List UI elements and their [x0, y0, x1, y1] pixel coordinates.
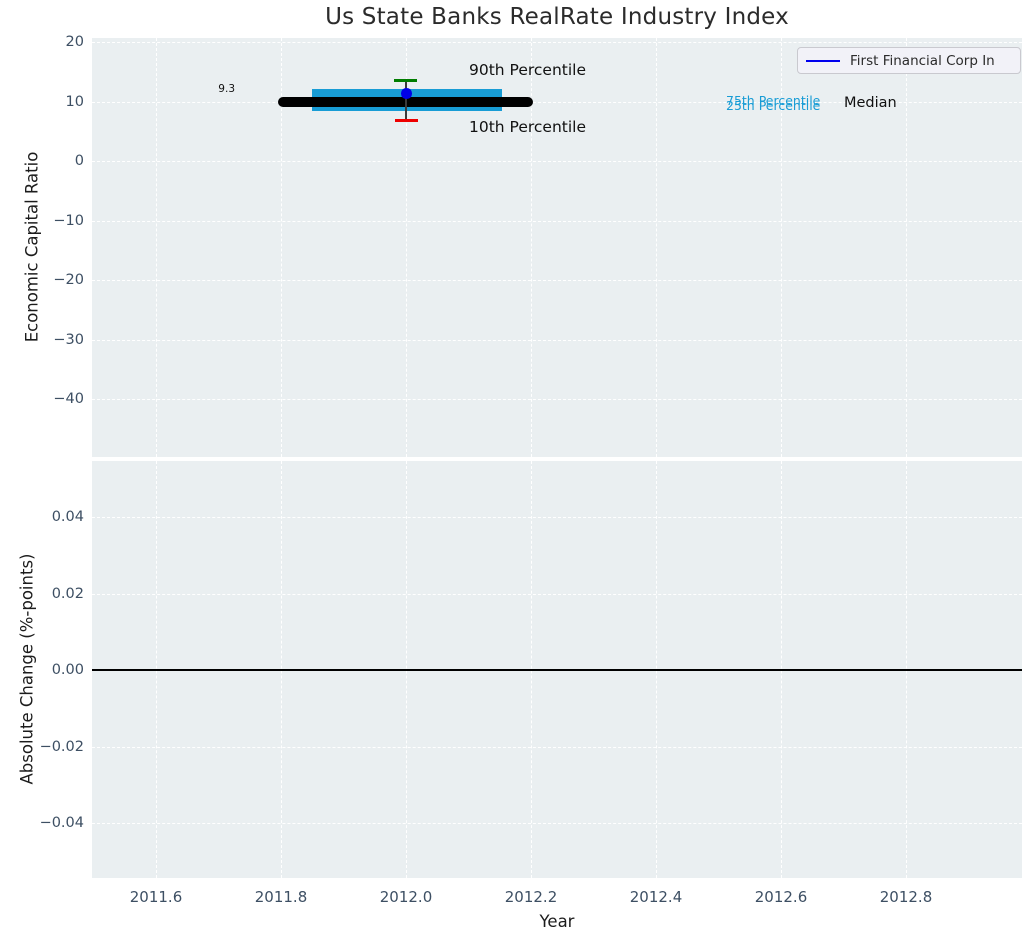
gridline: [92, 220, 1022, 222]
gridline: [281, 38, 282, 457]
xtick-label: 2012.6: [754, 888, 808, 906]
xtick-label: 2011.8: [254, 888, 308, 906]
median-value-label: 9.3: [218, 83, 235, 95]
x-axis-label: Year: [539, 912, 575, 931]
error-bar-line: [405, 79, 407, 121]
ytick-label: −30: [53, 331, 84, 348]
gridline: [406, 38, 407, 457]
top-axes: 9.3 90th Percentile 10th Percentile 75th…: [92, 38, 1022, 457]
company-point: [401, 88, 412, 99]
chart-title: Us State Banks RealRate Industry Index: [325, 4, 789, 30]
ytick-label: −10: [53, 212, 84, 229]
gridline: [92, 746, 1022, 748]
xtick-label: 2012.0: [379, 888, 433, 906]
top-y-axis-label: Economic Capital Ratio: [22, 151, 42, 343]
zero-reference-line: [92, 669, 1022, 671]
gridline: [92, 823, 1022, 824]
gridline: [92, 42, 1022, 43]
legend: First Financial Corp In: [797, 47, 1021, 74]
xtick-label: 2011.6: [129, 888, 183, 906]
gridline: [92, 101, 1022, 103]
bottom-y-axis-label: Absolute Change (%-points): [17, 553, 37, 785]
xtick-label: 2012.4: [629, 888, 683, 906]
gridline: [531, 38, 532, 457]
ytick-label: −0.04: [39, 815, 84, 831]
legend-line-sample: [806, 59, 840, 62]
gridline: [92, 399, 1022, 400]
ytick-label: 10: [65, 93, 84, 110]
annotation-10th-percentile: 10th Percentile: [469, 118, 587, 136]
ytick-label: −20: [53, 272, 84, 288]
bottom-axes: [92, 461, 1022, 878]
ytick-label: 20: [65, 34, 84, 50]
ytick-label: −40: [53, 391, 84, 407]
gridline: [906, 38, 907, 457]
90th-percentile-cap: [394, 78, 417, 82]
xtick-label: 2012.8: [879, 888, 933, 906]
annotation-90th-percentile: 90th Percentile: [469, 61, 587, 79]
ytick-label: 0.00: [51, 662, 84, 678]
annotation-median: Median: [844, 94, 897, 111]
annotation-25th-percentile: 25th Percentile: [726, 97, 821, 113]
gridline: [656, 38, 657, 457]
xtick-label: 2012.2: [504, 888, 558, 906]
gridline: [92, 517, 1022, 518]
ytick-label: 0: [74, 153, 84, 169]
ytick-label: 0.02: [51, 585, 84, 602]
gridline: [92, 280, 1022, 281]
ytick-label: 0.04: [51, 509, 84, 525]
legend-label: First Financial Corp In: [850, 52, 995, 69]
gridline: [92, 339, 1022, 341]
gridline: [781, 38, 782, 457]
10th-percentile-cap: [395, 118, 418, 122]
ytick-label: −0.02: [39, 738, 84, 755]
gridline: [92, 593, 1022, 595]
gridline: [156, 38, 157, 457]
gridline: [92, 161, 1022, 162]
annotation-75th-percentile: 75th Percentile: [726, 93, 821, 108]
